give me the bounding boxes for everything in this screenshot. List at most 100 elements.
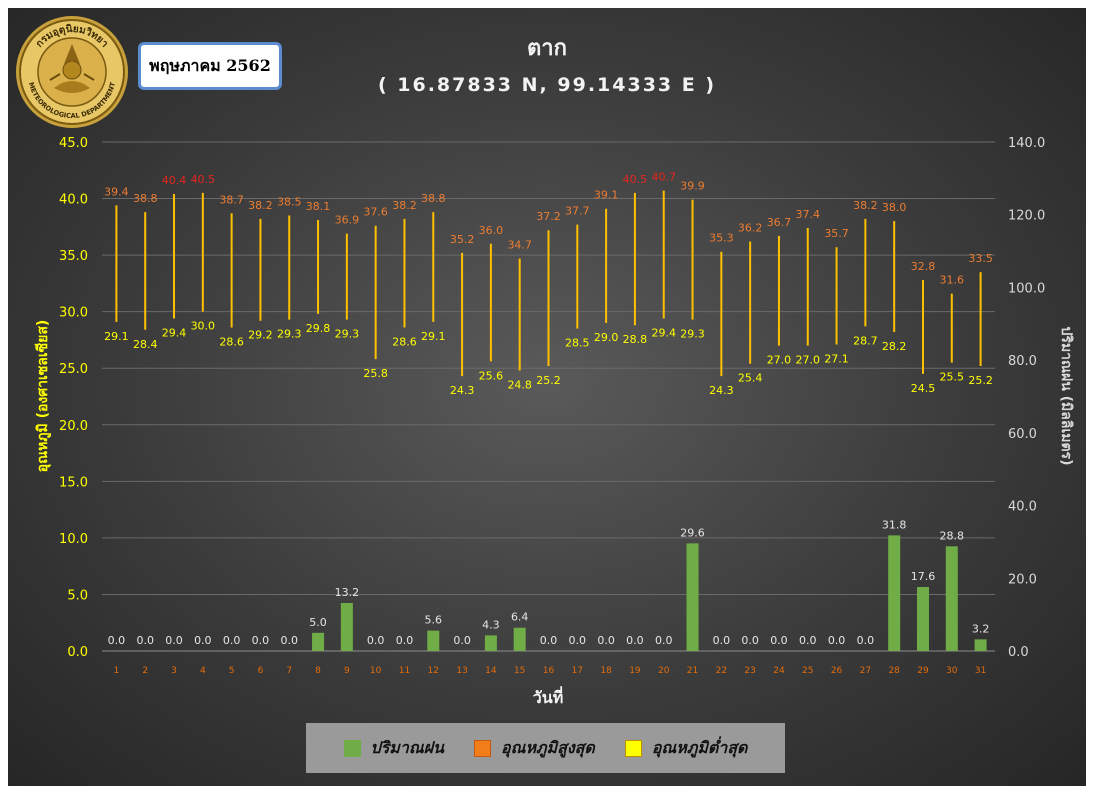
max-temp-label: 35.2 [450,233,475,246]
left-tick-label: 30.0 [59,306,88,321]
left-tick-label: 0.0 [67,645,88,660]
max-temp-label: 38.0 [882,201,907,214]
x-tick-label: 13 [456,666,467,676]
rain-value-label: 0.0 [108,634,126,647]
x-tick-label: 12 [428,666,439,676]
min-temp-label: 28.2 [882,340,907,353]
rain-value-label: 0.0 [367,634,385,647]
left-tick-label: 35.0 [59,249,88,264]
rain-bar [945,546,958,651]
rain-value-label: 28.8 [940,529,965,542]
min-temp-label: 25.4 [738,372,763,385]
min-temp-label: 29.3 [277,328,302,341]
x-tick-label: 3 [171,666,177,676]
right-axis-ticks: 0.0 20.0 40.0 60.0 80.0 100.0 120.0 140.0 [1008,136,1045,660]
rain-value-label: 0.0 [770,634,788,647]
x-tick-label: 25 [802,666,813,676]
left-tick-label: 15.0 [59,475,88,490]
x-tick-label: 24 [773,666,785,676]
max-temp-label: 37.6 [363,206,388,219]
max-temp-label: 33.5 [968,252,993,265]
legend-item-low: อุณหภูมิต่ำสุด [624,736,747,761]
x-tick-label: 26 [831,666,843,676]
x-axis-ticks: 1 2 3 4 5 6 7 8 9 10 11 12 13 14 15 16 17 18 19 20 21 22 23 24 2… [114,666,987,676]
left-tick-label: 20.0 [59,419,88,434]
rain-value-label: 0.0 [136,634,154,647]
x-tick-label: 21 [687,666,698,676]
min-temp-label: 29.3 [680,328,705,341]
x-tick-label: 16 [543,666,555,676]
min-temp-label: 25.2 [536,374,561,387]
chart-background [8,8,1086,786]
rain-value-label: 13.2 [335,586,360,599]
temperature-range-lines [115,190,982,377]
min-temp-label: 28.6 [392,336,417,349]
rain-value-label: 5.0 [309,616,327,629]
x-tick-label: 17 [572,666,583,676]
rain-bar [312,632,325,651]
x-tick-label: 23 [744,666,755,676]
min-temp-label: 24.8 [507,378,532,391]
x-tick-label: 15 [514,666,525,676]
left-tick-label: 5.0 [67,588,88,603]
right-tick-label: 60.0 [1008,427,1037,442]
x-axis-title: วันที่ [533,686,563,707]
min-temp-label: 28.7 [853,334,878,347]
min-temp-label: 30.0 [191,320,216,333]
max-temp-label: 35.3 [709,232,734,245]
max-temp-label: 37.4 [796,208,821,221]
max-temp-label: 36.2 [738,222,763,235]
x-tick-label: 10 [370,666,382,676]
rain-bar [340,603,353,651]
min-temp-label: 25.2 [968,374,993,387]
max-temp-label: 34.7 [507,239,532,252]
min-temp-label: 29.0 [594,331,619,344]
min-temp-label: 29.3 [335,328,360,341]
left-tick-label: 40.0 [59,193,88,208]
x-tick-label: 30 [946,666,958,676]
rain-value-label: 0.0 [223,634,241,647]
rain-bar [686,543,699,651]
min-temp-label: 27.0 [767,354,792,367]
rain-bar [513,627,526,651]
max-temp-label: 38.8 [133,192,158,205]
right-tick-label: 0.0 [1008,645,1029,660]
max-temp-label: 36.0 [479,224,504,237]
max-temp-label: 40.4 [162,174,187,187]
min-temp-label: 28.5 [565,337,590,350]
rain-value-label: 0.0 [626,634,644,647]
legend-item-rain: ปริมาณฝน [343,736,444,761]
min-temp-label: 28.4 [133,338,158,351]
max-temp-label: 38.8 [421,192,446,205]
rain-value-label: 29.6 [680,526,705,539]
x-tick-label: 5 [229,666,235,676]
max-temp-label: 38.5 [277,196,302,209]
min-temp-label: 25.6 [479,369,504,382]
min-temp-label: 28.8 [623,333,648,346]
rain-bar [427,630,440,651]
right-tick-label: 80.0 [1008,354,1037,369]
min-temp-label: 29.1 [421,330,446,343]
min-temp-label: 27.0 [796,354,821,367]
legend-high-label: อุณหภูมิสูงสุด [500,737,595,757]
right-tick-label: 40.0 [1008,500,1037,515]
rain-value-label: 0.0 [741,634,759,647]
rain-value-label: 5.6 [425,614,443,627]
x-tick-label: 20 [658,666,670,676]
x-tick-label: 2 [142,666,148,676]
rain-bar [888,535,901,651]
min-temp-label: 24.3 [450,384,475,397]
max-temp-label: 37.7 [565,205,590,218]
low-temp-swatch-icon [624,739,642,757]
x-tick-label: 1 [114,666,120,676]
x-tick-label: 31 [975,666,986,676]
min-temp-label: 29.2 [248,329,273,342]
min-temp-label: 28.6 [219,336,244,349]
max-temp-label: 35.7 [824,227,849,240]
x-tick-label: 29 [917,666,929,676]
x-tick-label: 22 [716,666,727,676]
rain-value-label: 0.0 [655,634,673,647]
rain-value-label: 0.0 [713,634,731,647]
x-tick-label: 28 [888,666,900,676]
